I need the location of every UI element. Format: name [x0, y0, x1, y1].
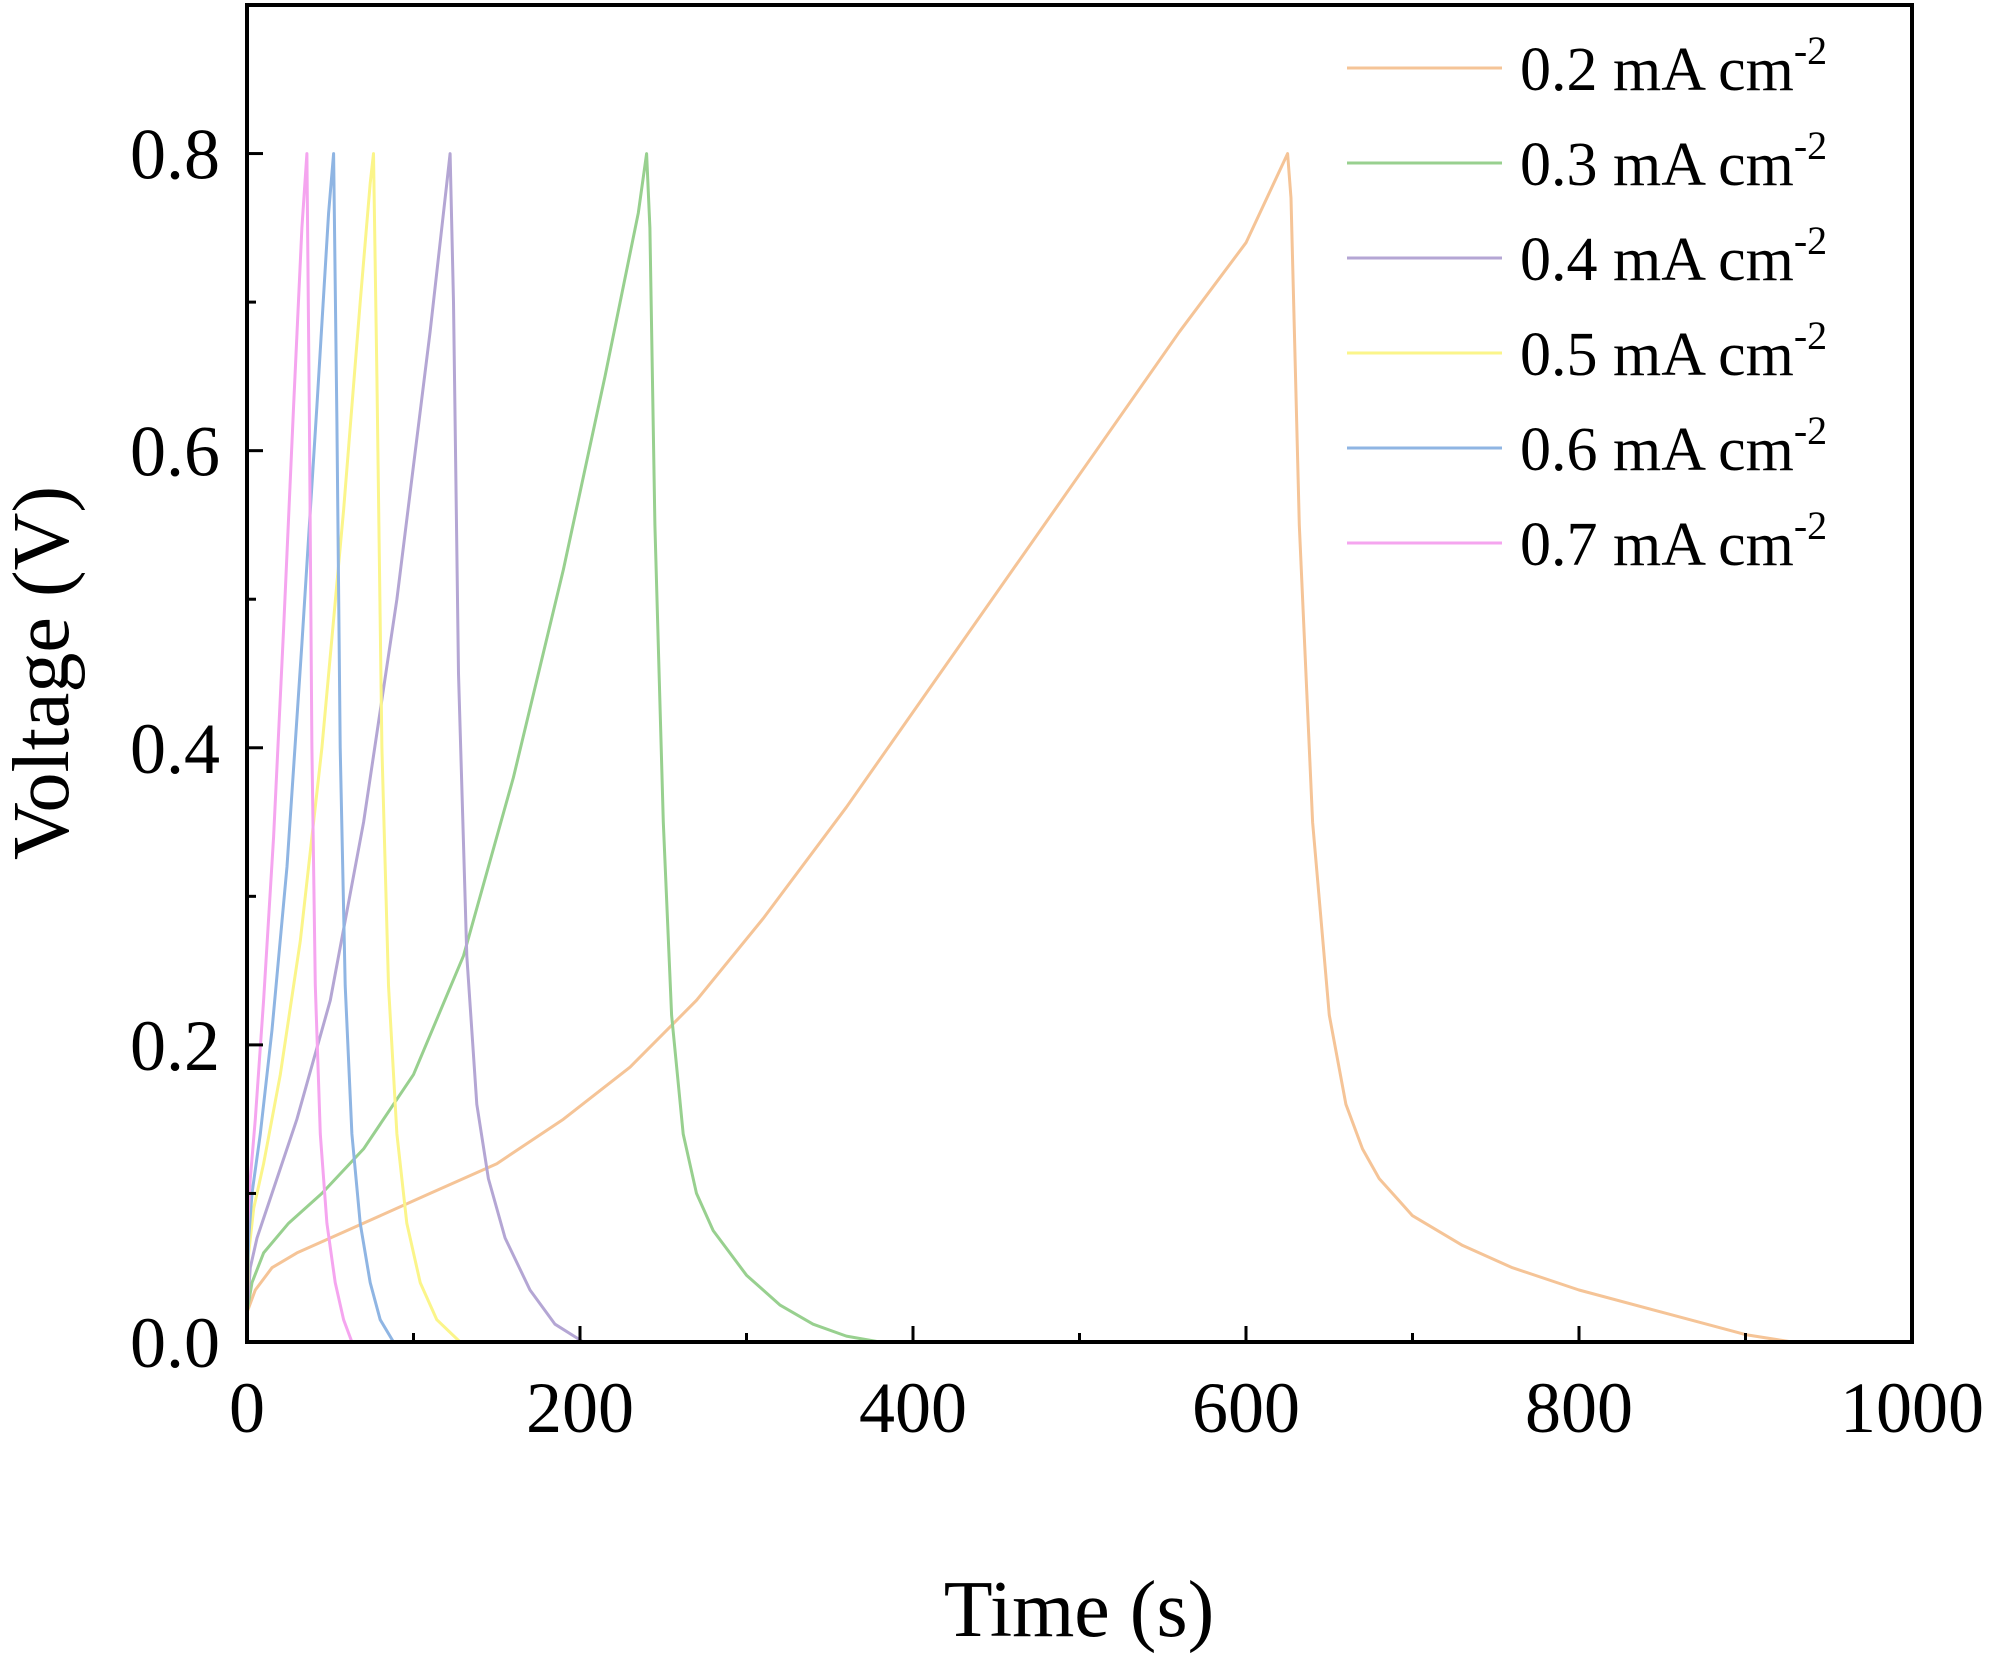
plot-frame: [245, 3, 1914, 1344]
legend-item-0-6-ma-cm-2: 0.6 mA cm-2: [1347, 408, 1827, 484]
legend-label: 0.5 mA cm-2: [1520, 313, 1827, 389]
series-line-0-5-ma-cm-2: [245, 152, 462, 1344]
y-tick-label: 0.6: [130, 412, 220, 492]
legend-label: 0.4 mA cm-2: [1520, 218, 1827, 294]
x-tick-label: 400: [859, 1368, 967, 1448]
legend-item-0-7-ma-cm-2: 0.7 mA cm-2: [1347, 503, 1827, 579]
x-tick-label: 200: [526, 1368, 634, 1448]
x-axis-title: Time (s): [944, 1566, 1214, 1654]
series-line-0-3-ma-cm-2: [245, 152, 882, 1344]
legend-item-0-2-ma-cm-2: 0.2 mA cm-2: [1347, 28, 1827, 104]
y-tick-label: 0.2: [130, 1006, 220, 1086]
ticks-layer: [245, 152, 1914, 1344]
legend-item-0-3-ma-cm-2: 0.3 mA cm-2: [1347, 123, 1827, 199]
series-line-0-6-ma-cm-2: [245, 152, 395, 1344]
legend-item-0-4-ma-cm-2: 0.4 mA cm-2: [1347, 218, 1827, 294]
legend: 0.2 mA cm-2 0.3 mA cm-2 0.4 mA cm-2 0.5 mA …: [1347, 28, 1827, 579]
legend-label: 0.6 mA cm-2: [1520, 408, 1827, 484]
series-line-0-2-ma-cm-2: [245, 152, 1794, 1344]
x-tick-label: 800: [1525, 1368, 1633, 1448]
x-tick-label: 600: [1192, 1368, 1300, 1448]
series-line-0-4-ma-cm-2: [245, 152, 585, 1344]
y-axis-title: Voltage (V): [0, 486, 86, 860]
x-tick-label: 0: [229, 1368, 265, 1448]
y-tick-label: 0.8: [130, 115, 220, 195]
legend-item-0-5-ma-cm-2: 0.5 mA cm-2: [1347, 313, 1827, 389]
legend-label: 0.3 mA cm-2: [1520, 123, 1827, 199]
series-line-0-7-ma-cm-2: [245, 152, 354, 1344]
y-tick-label: 0.4: [130, 709, 220, 789]
series-layer: [245, 152, 1794, 1344]
legend-label: 0.2 mA cm-2: [1520, 28, 1827, 104]
legend-label: 0.7 mA cm-2: [1520, 503, 1827, 579]
tick-labels-layer: 0 200 400 600 800 1000 0.0 0.2 0.4 0.6 0.8: [130, 115, 1984, 1448]
x-tick-label: 1000: [1840, 1368, 1984, 1448]
y-tick-label: 0.0: [130, 1303, 220, 1383]
